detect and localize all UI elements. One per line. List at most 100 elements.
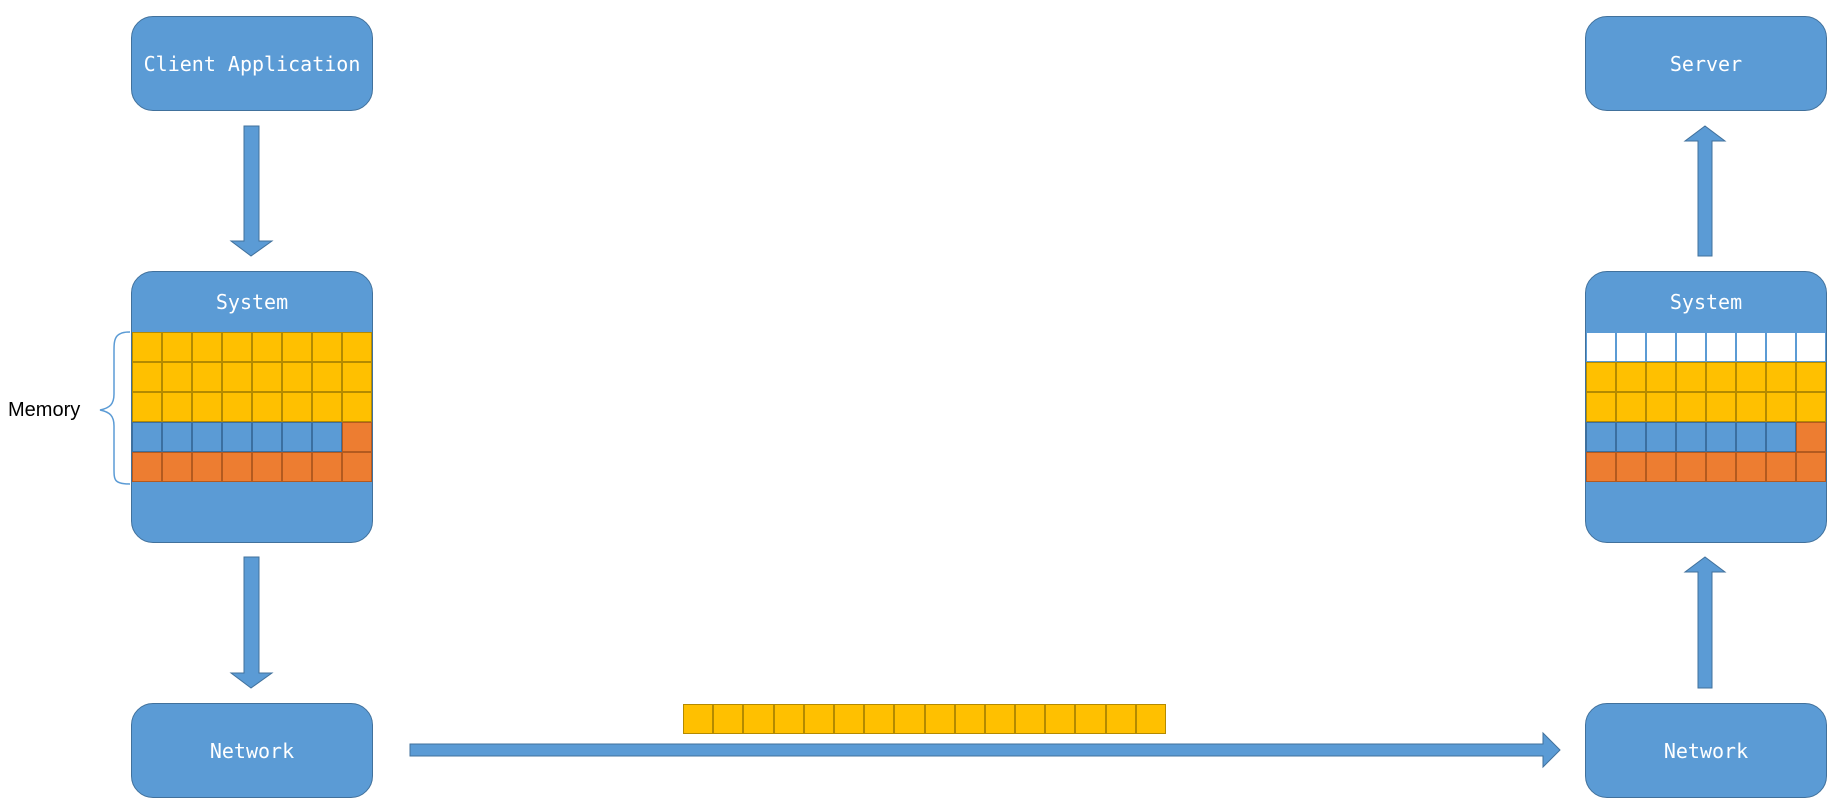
left-system-memory-cell: [222, 422, 252, 452]
left-system-memory-cell: [312, 452, 342, 482]
right-system-memory-cell: [1796, 362, 1826, 392]
right-system-memory-cell: [1766, 362, 1796, 392]
left-system-memory-cell: [132, 392, 162, 422]
left-system-memory-grid: [132, 332, 372, 482]
right-system-memory-cell: [1616, 392, 1646, 422]
server-label: Server: [1669, 51, 1743, 76]
left-system-memory-cell: [192, 452, 222, 482]
left-system-memory-cell: [312, 332, 342, 362]
right-system-memory-cell: [1736, 452, 1766, 482]
right-system-memory-cell: [1646, 452, 1676, 482]
right-system-memory-cell: [1706, 422, 1736, 452]
left-system-memory-cell: [252, 422, 282, 452]
packet-cell: [1075, 704, 1106, 734]
left-system-memory-cell: [252, 332, 282, 362]
right-system-memory-cell: [1646, 332, 1676, 362]
right-system-memory-cell: [1796, 392, 1826, 422]
right-system-memory-cell: [1616, 362, 1646, 392]
packet-cell: [773, 704, 804, 734]
left-system-memory-cell: [252, 362, 282, 392]
memory-brace: [99, 331, 131, 485]
arrow-system-to-network: [229, 556, 274, 689]
client-application-label: Client Application: [143, 51, 361, 76]
left-system-memory-cell: [282, 392, 312, 422]
left-system-memory-cell: [312, 422, 342, 452]
left-system-memory-cell: [192, 392, 222, 422]
right-system-memory-cell: [1586, 422, 1616, 452]
right-system-memory-cell: [1736, 362, 1766, 392]
right-system-memory-cell: [1586, 452, 1616, 482]
packet-cell: [864, 704, 895, 734]
arrow-network-to-network: [409, 731, 1561, 769]
right-system-memory-cell: [1736, 332, 1766, 362]
left-system-memory-cell: [132, 452, 162, 482]
left-system-memory-cell: [162, 392, 192, 422]
right-system-memory-cell: [1616, 332, 1646, 362]
packet-cell: [713, 704, 744, 734]
left-system-memory-cell: [192, 362, 222, 392]
left-system-memory-cell: [342, 332, 372, 362]
server-node: Server: [1585, 16, 1827, 111]
left-system-memory-cell: [282, 422, 312, 452]
packet-cell: [984, 704, 1016, 734]
arrow-system-to-server: [1683, 125, 1727, 257]
left-system-memory-cell: [222, 392, 252, 422]
packet-cell: [743, 704, 774, 734]
right-system-memory-cell: [1586, 392, 1616, 422]
right-system-memory-cell: [1706, 392, 1736, 422]
right-system-memory-cell: [1796, 422, 1826, 452]
right-system-memory-cell: [1706, 362, 1736, 392]
left-system-memory-cell: [312, 392, 342, 422]
left-system-memory-cell: [342, 422, 372, 452]
right-system-memory-cell: [1796, 332, 1826, 362]
packet-cell: [1105, 704, 1136, 734]
right-system-title: System: [1669, 290, 1743, 314]
right-system-memory-cell: [1766, 392, 1796, 422]
left-system-title: System: [215, 290, 289, 314]
right-system-memory-cell: [1766, 332, 1796, 362]
left-network-label: Network: [209, 738, 295, 763]
packet-in-transit: [683, 704, 1166, 734]
left-system-memory-cell: [342, 362, 372, 392]
packet-cell: [924, 704, 955, 734]
right-system-memory-cell: [1736, 422, 1766, 452]
arrow-network-to-system: [1683, 556, 1727, 689]
right-network-label: Network: [1663, 738, 1749, 763]
left-system-memory-cell: [312, 362, 342, 392]
right-system-memory-cell: [1616, 452, 1646, 482]
left-system-memory-cell: [282, 332, 312, 362]
right-system-memory-cell: [1706, 332, 1736, 362]
left-system-memory-cell: [252, 392, 282, 422]
left-system-memory-cell: [162, 422, 192, 452]
left-system-memory-cell: [252, 452, 282, 482]
right-system-memory-cell: [1766, 422, 1796, 452]
right-system-memory-cell: [1706, 452, 1736, 482]
left-system-memory-cell: [222, 362, 252, 392]
left-network-node: Network: [131, 703, 373, 798]
left-system-node: System: [131, 271, 373, 543]
right-system-memory-cell: [1736, 392, 1766, 422]
left-system-memory-cell: [132, 422, 162, 452]
packet-cell: [894, 704, 925, 734]
packet-cell: [1045, 704, 1076, 734]
left-system-memory-cell: [342, 392, 372, 422]
right-system-memory-cell: [1676, 392, 1706, 422]
left-system-memory-cell: [162, 362, 192, 392]
left-system-memory-cell: [282, 362, 312, 392]
right-system-memory-cell: [1586, 332, 1616, 362]
right-system-memory-cell: [1676, 332, 1706, 362]
packet-cell: [1135, 704, 1166, 734]
right-system-memory-cell: [1586, 362, 1616, 392]
right-network-node: Network: [1585, 703, 1827, 798]
left-system-memory-cell: [342, 452, 372, 482]
right-system-memory-cell: [1616, 422, 1646, 452]
right-system-node: System: [1585, 271, 1827, 543]
left-system-memory-cell: [192, 332, 222, 362]
arrow-client-to-system: [229, 125, 274, 257]
left-system-memory-cell: [132, 362, 162, 392]
left-system-memory-cell: [282, 452, 312, 482]
packet-cell: [954, 704, 985, 734]
packet-cell: [1015, 704, 1046, 734]
